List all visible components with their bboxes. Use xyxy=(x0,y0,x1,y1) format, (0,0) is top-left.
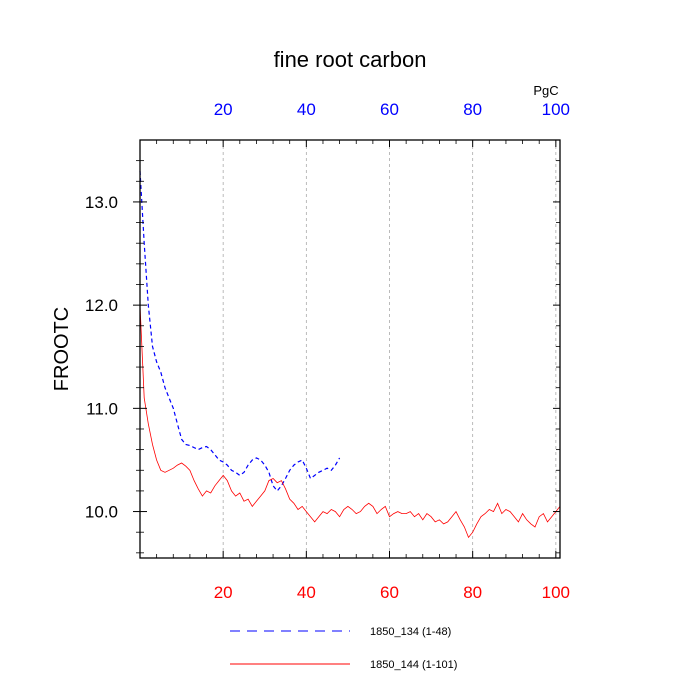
series-line-2 xyxy=(139,305,561,539)
x-top-tick-label: 100 xyxy=(542,100,570,119)
y-axis-label: FROOTC xyxy=(51,307,73,391)
x-top-tick-label: 20 xyxy=(214,100,233,119)
units-label: PgC xyxy=(533,83,558,98)
x-bottom-tick-label: 100 xyxy=(542,583,570,602)
x-bottom-tick-label: 20 xyxy=(214,583,233,602)
x-top-tick-label: 60 xyxy=(380,100,399,119)
x-bottom-tick-label: 80 xyxy=(463,583,482,602)
y-tick-label: 10.0 xyxy=(85,503,118,522)
x-bottom-tick-label: 60 xyxy=(380,583,399,602)
y-tick-label: 12.0 xyxy=(85,296,118,315)
grid-lines xyxy=(222,140,557,558)
axis-ticks: 20 40 60 80 100 20 40 60 80 100 10.0 11.0 12.0 13.0 xyxy=(85,100,570,602)
legend-label-1: 1850_134 (1-48) xyxy=(370,626,451,638)
chart-title: fine root carbon xyxy=(274,47,427,72)
y-tick-label: 13.0 xyxy=(85,193,118,212)
legend: 1850_134 (1-48) 1850_144 (1-101) xyxy=(230,626,457,671)
legend-label-2: 1850_144 (1-101) xyxy=(370,659,457,671)
series-layer xyxy=(139,170,561,539)
x-top-tick-label: 40 xyxy=(297,100,316,119)
x-bottom-tick-label: 40 xyxy=(297,583,316,602)
series-line-1 xyxy=(139,170,341,492)
x-top-tick-label: 80 xyxy=(463,100,482,119)
plot-frame xyxy=(139,139,561,559)
y-tick-label: 11.0 xyxy=(86,399,118,418)
